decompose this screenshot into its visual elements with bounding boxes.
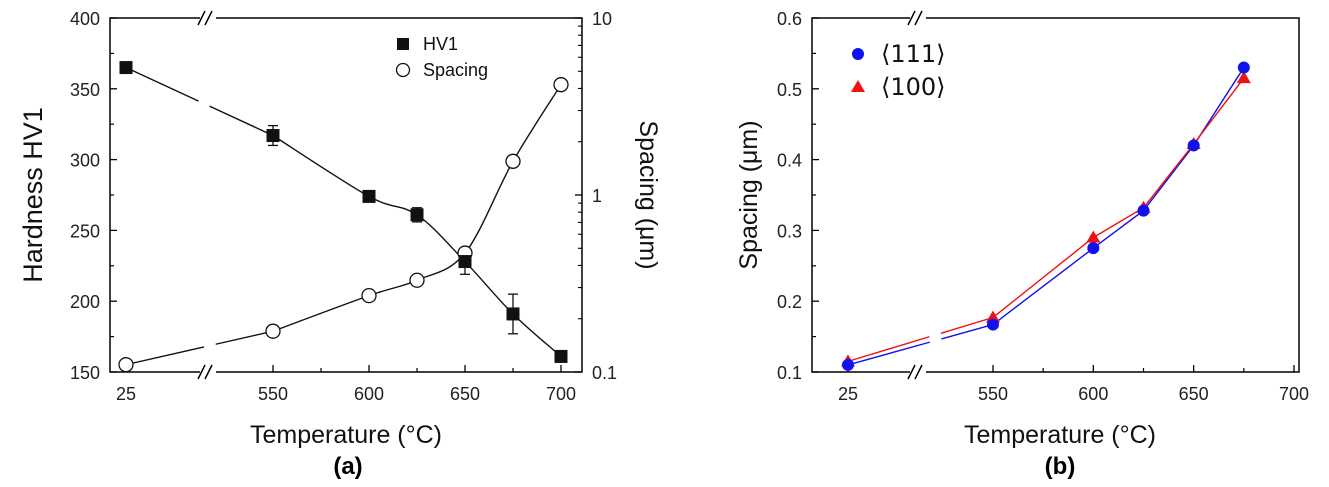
chart-a-legend-label-hv1: HV1 xyxy=(423,34,458,54)
chart-b-series-111-line-broken xyxy=(847,323,994,366)
chart-b-legend: ⟨111⟩ ⟨100⟩ xyxy=(851,40,946,101)
chart-a-y-tick-label: 250 xyxy=(70,221,100,241)
chart-b-series-100-line xyxy=(992,77,1245,319)
chart-b-legend-marker-100 xyxy=(851,80,865,92)
chart-b-x-axis-title: Temperature (°C) xyxy=(964,421,1156,449)
chart-b-point-100 xyxy=(1236,71,1251,84)
chart-b-y-tick-label: 0.6 xyxy=(777,9,802,29)
chart-b-x-axis-break-bottom xyxy=(907,364,926,380)
chart-b-y-tick-label: 0.3 xyxy=(777,221,802,241)
chart-a-x-tick-label: 700 xyxy=(546,384,576,404)
chart-b-point-100 xyxy=(1086,230,1101,243)
chart-a-y-tick-label: 300 xyxy=(70,151,100,171)
chart-a-y2-tick-label: 10 xyxy=(592,9,612,29)
chart-a-legend-marker-hv1 xyxy=(397,38,409,50)
chart-a-x-tick-label: 650 xyxy=(450,384,480,404)
chart-a-point-hv1 xyxy=(410,208,424,222)
chart-b-legend-marker-111 xyxy=(852,48,864,60)
chart-b-series-111-line xyxy=(992,67,1245,326)
chart-b-point-111 xyxy=(1187,139,1200,152)
chart-b-x-tick-label: 25 xyxy=(838,384,858,404)
chart-b-plot-frame xyxy=(811,17,1300,373)
chart-a-point-hv1 xyxy=(458,255,472,269)
chart-b-y-tick-label: 0.1 xyxy=(777,363,802,383)
chart-a-point-spacing xyxy=(553,77,569,93)
chart-a-point-hv1 xyxy=(266,129,280,143)
chart-b-y-axis-title: Spacing (μm) xyxy=(735,120,763,269)
chart-b-series-100-line-broken xyxy=(847,316,994,363)
chart-a-legend-label-spacing: Spacing xyxy=(423,60,488,80)
chart-b-point-111 xyxy=(842,358,854,371)
chart-b-legend-label-111: ⟨111⟩ xyxy=(881,40,946,68)
chart-a-point-hv1 xyxy=(362,189,376,203)
chart-b-point-111 xyxy=(1137,204,1150,217)
chart-a-legend-marker-spacing xyxy=(395,62,411,78)
chart-a-series-hv1-line xyxy=(272,134,562,357)
chart-a-x-axis-title: Temperature (°C) xyxy=(250,421,442,449)
chart-a-y2-tick-label: 1 xyxy=(592,186,602,206)
chart-a-y-tick-label: 200 xyxy=(70,292,100,312)
chart-a-legend: HV1 Spacing xyxy=(395,34,488,80)
chart-a-point-hv1 xyxy=(119,61,133,75)
chart-b-x-tick-label: 550 xyxy=(978,384,1008,404)
chart-a-x-axis-break-top xyxy=(197,10,216,26)
chart-b-x-tick-label: 650 xyxy=(1179,384,1209,404)
chart-b-x-tick-label: 600 xyxy=(1078,384,1108,404)
chart-b-y-tick-label: 0.4 xyxy=(777,151,802,171)
chart-a-point-spacing xyxy=(361,287,377,304)
chart-a-series-spacing-line-broken xyxy=(125,330,274,366)
chart-a-x-axis-break-bottom xyxy=(197,364,216,380)
chart-b: 25 550 600 650 700 0.1 0.2 0.3 0.4 0.5 0.6 ⟨111⟩ ⟨… xyxy=(735,9,1309,480)
chart-a-x-tick-label: 600 xyxy=(354,384,384,404)
chart-a-x-tick-label: 550 xyxy=(258,384,288,404)
chart-b-point-111 xyxy=(987,318,999,331)
chart-a-point-spacing xyxy=(265,323,281,339)
chart-a: 25 550 600 650 700 150 200 250 300 350 400 0.1 1 10 H… xyxy=(18,9,662,480)
chart-a-series-hv1-line-broken xyxy=(125,66,274,137)
chart-a-y-tick-label: 350 xyxy=(70,80,100,100)
chart-a-x-tick-label: 25 xyxy=(116,384,136,404)
chart-a-point-spacing xyxy=(505,153,521,169)
chart-b-x-axis-break-top xyxy=(907,10,926,26)
chart-b-y-tick-label: 0.5 xyxy=(777,80,802,100)
chart-b-x-tick-label: 700 xyxy=(1279,384,1309,404)
chart-a-point-spacing xyxy=(118,357,134,373)
chart-a-y-tick-label: 150 xyxy=(70,363,100,383)
chart-b-point-111 xyxy=(1237,61,1250,74)
chart-b-y-tick-label: 0.2 xyxy=(777,292,802,312)
chart-a-panel-label: (a) xyxy=(333,453,362,480)
chart-a-point-spacing xyxy=(409,272,425,288)
chart-b-point-111 xyxy=(1087,242,1100,255)
chart-a-y-axis-title: Hardness HV1 xyxy=(18,107,48,283)
chart-a-y2-tick-label: 0.1 xyxy=(592,363,617,383)
chart-b-legend-label-100: ⟨100⟩ xyxy=(881,73,946,101)
chart-a-y2-axis-title: Spacing (μm) xyxy=(634,120,662,269)
chart-a-point-hv1 xyxy=(506,307,520,321)
chart-b-panel-label: (b) xyxy=(1045,453,1076,480)
chart-a-series-spacing-line xyxy=(272,84,562,332)
chart-a-point-hv1 xyxy=(554,349,568,363)
chart-b-point-100 xyxy=(986,310,1000,323)
chart-a-y-tick-label: 400 xyxy=(70,9,100,29)
